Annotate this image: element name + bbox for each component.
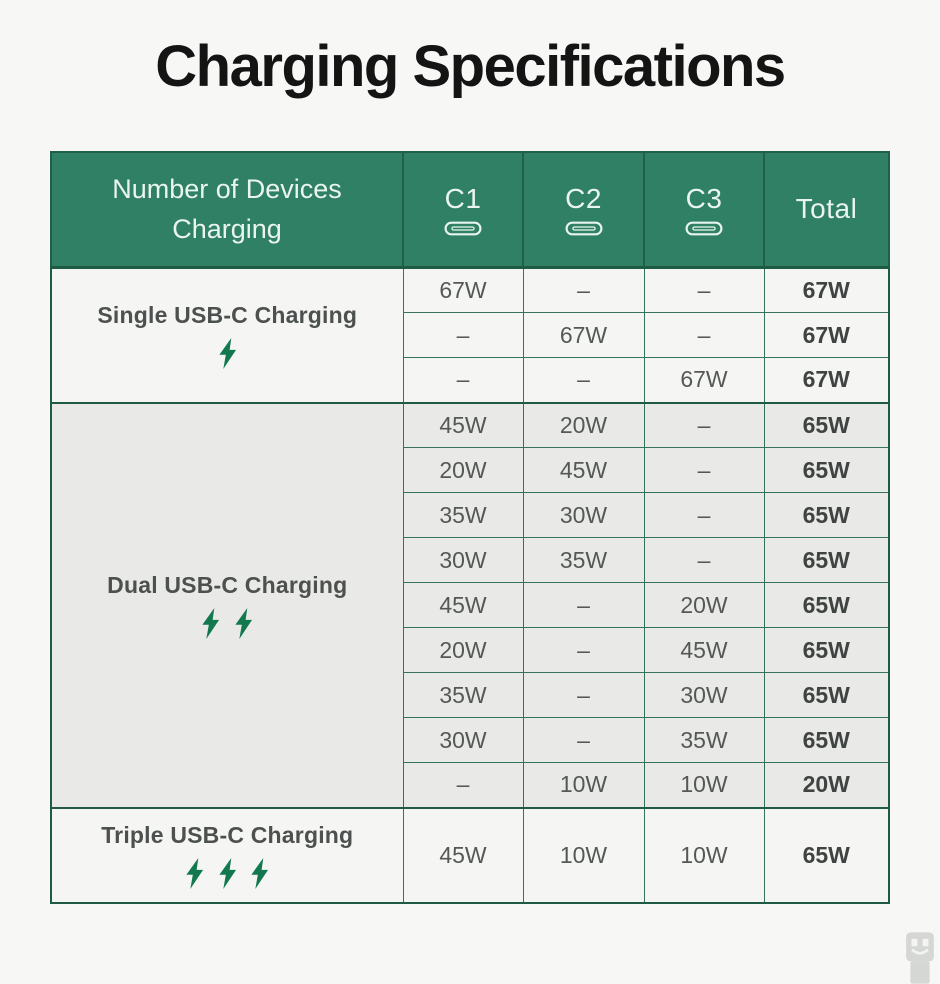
cell-total: 65W bbox=[763, 717, 890, 764]
cell-c3: 45W bbox=[643, 627, 765, 674]
lightning-bolt-icon bbox=[218, 857, 236, 889]
cell-c2: 67W bbox=[522, 312, 645, 359]
cell-total: 67W bbox=[763, 357, 890, 404]
table-row: 30W 35W – 65W bbox=[51, 537, 890, 584]
port-label-c1: C1 bbox=[444, 182, 482, 214]
cell-c2: – bbox=[522, 582, 645, 629]
lightning-bolt-icon bbox=[202, 607, 220, 639]
table-row: 20W 45W – 65W bbox=[51, 447, 890, 494]
section-label: Single USB-C Charging bbox=[97, 301, 358, 328]
table-row: – 67W – 67W bbox=[51, 312, 890, 359]
port-label-c2: C2 bbox=[565, 182, 602, 214]
cell-c3: – bbox=[643, 447, 765, 494]
cell-total: 67W bbox=[763, 312, 890, 359]
cell-c3: – bbox=[643, 492, 765, 539]
cell-c3: 20W bbox=[643, 582, 765, 629]
cell-c1: 45W bbox=[402, 582, 524, 629]
column-header-devices-label: Number of Devices Charging bbox=[112, 173, 342, 245]
table-row: 30W – 35W 65W bbox=[51, 717, 890, 764]
cell-c1: – bbox=[402, 357, 524, 404]
cell-c1: 45W bbox=[402, 806, 524, 904]
cell-total: 65W bbox=[763, 672, 890, 719]
cell-c2: 10W bbox=[522, 762, 645, 809]
section-label: Dual USB-C Charging bbox=[107, 571, 348, 598]
cell-total: 65W bbox=[763, 806, 890, 904]
cell-c3: 10W bbox=[643, 762, 765, 809]
cell-c3: – bbox=[643, 401, 765, 449]
total-label: Total bbox=[795, 193, 858, 225]
table-row: Dual USB-C Charging 45W 20W – 65W bbox=[50, 401, 890, 809]
cell-total: 67W bbox=[763, 266, 890, 314]
table-header-row: Number of Devices Charging C1 C2 C3 bbox=[50, 150, 890, 269]
port-label-c3: C3 bbox=[685, 182, 723, 214]
cell-c3: 35W bbox=[643, 717, 765, 764]
lightning-bolt-icons bbox=[53, 857, 402, 889]
table-row: – 10W 10W 20W bbox=[51, 762, 890, 809]
cell-c1: – bbox=[402, 312, 524, 359]
cell-c3: – bbox=[643, 312, 765, 359]
cell-total: 65W bbox=[763, 627, 890, 674]
cell-c2: 30W bbox=[522, 492, 645, 539]
cell-c1: 67W bbox=[402, 266, 524, 314]
column-header-devices: Number of Devices Charging bbox=[50, 150, 404, 269]
cell-c2: 45W bbox=[522, 447, 645, 494]
cell-c1: 35W bbox=[402, 672, 524, 719]
cell-c1: 20W bbox=[402, 447, 524, 494]
cell-c1: 35W bbox=[402, 492, 524, 539]
cell-c2: – bbox=[522, 357, 645, 404]
cell-c1: 30W bbox=[402, 717, 524, 764]
table-row: – – 67W 67W bbox=[51, 357, 890, 404]
cell-c3: 10W bbox=[643, 806, 765, 904]
column-header-c3: C3 bbox=[643, 150, 765, 269]
cell-c2: – bbox=[522, 717, 645, 764]
cell-c3: 67W bbox=[643, 357, 765, 404]
cell-c2: – bbox=[522, 627, 645, 674]
column-header-total: Total bbox=[763, 150, 890, 269]
cell-total: 20W bbox=[763, 762, 890, 809]
lightning-bolt-icons bbox=[53, 337, 402, 369]
cell-c2: – bbox=[522, 266, 645, 314]
cell-c2: 10W bbox=[522, 806, 645, 904]
cell-total: 65W bbox=[763, 401, 890, 449]
cell-c3: 30W bbox=[643, 672, 765, 719]
section-label: Triple USB-C Charging bbox=[101, 821, 354, 848]
cell-c1: – bbox=[402, 762, 524, 809]
section-single-label-cell: Single USB-C Charging bbox=[50, 266, 404, 404]
lightning-bolt-icon bbox=[251, 857, 269, 889]
cell-c2: 35W bbox=[522, 537, 645, 584]
cell-c3: – bbox=[643, 266, 765, 314]
usb-c-port-icon bbox=[565, 221, 602, 236]
table-row: Triple USB-C Charging 45W 10W 10W 65W bbox=[50, 806, 890, 904]
column-header-c1: C1 bbox=[402, 150, 524, 269]
section-triple-label-cell: Triple USB-C Charging bbox=[50, 806, 404, 904]
cell-c2: 20W bbox=[522, 401, 645, 449]
table-row: Single USB-C Charging 67W – – 67W bbox=[50, 266, 890, 404]
table-row: 35W 30W – 65W bbox=[51, 492, 890, 539]
cell-total: 65W bbox=[763, 447, 890, 494]
cell-c1: 20W bbox=[402, 627, 524, 674]
lightning-bolt-icon bbox=[186, 857, 204, 889]
table-row: 20W – 45W 65W bbox=[51, 627, 890, 674]
column-header-c2: C2 bbox=[522, 150, 645, 269]
charging-spec-table: Number of Devices Charging C1 C2 C3 bbox=[50, 150, 890, 904]
cell-total: 65W bbox=[763, 537, 890, 584]
usb-c-port-icon bbox=[444, 221, 482, 236]
lightning-bolt-icons bbox=[53, 607, 402, 639]
lightning-bolt-icon bbox=[235, 607, 252, 639]
cell-c2: – bbox=[522, 672, 645, 719]
page-title: Charging Specifications bbox=[155, 34, 786, 99]
usb-c-port-icon bbox=[685, 221, 723, 236]
cell-c1: 45W bbox=[402, 401, 524, 449]
section-dual-label-cell: Dual USB-C Charging bbox=[50, 401, 404, 809]
table-row: 35W – 30W 65W bbox=[51, 672, 890, 719]
cell-total: 65W bbox=[763, 492, 890, 539]
cell-c1: 30W bbox=[402, 537, 524, 584]
cell-total: 65W bbox=[763, 582, 890, 629]
cell-c3: – bbox=[643, 537, 765, 584]
lightning-bolt-icon bbox=[218, 337, 236, 369]
